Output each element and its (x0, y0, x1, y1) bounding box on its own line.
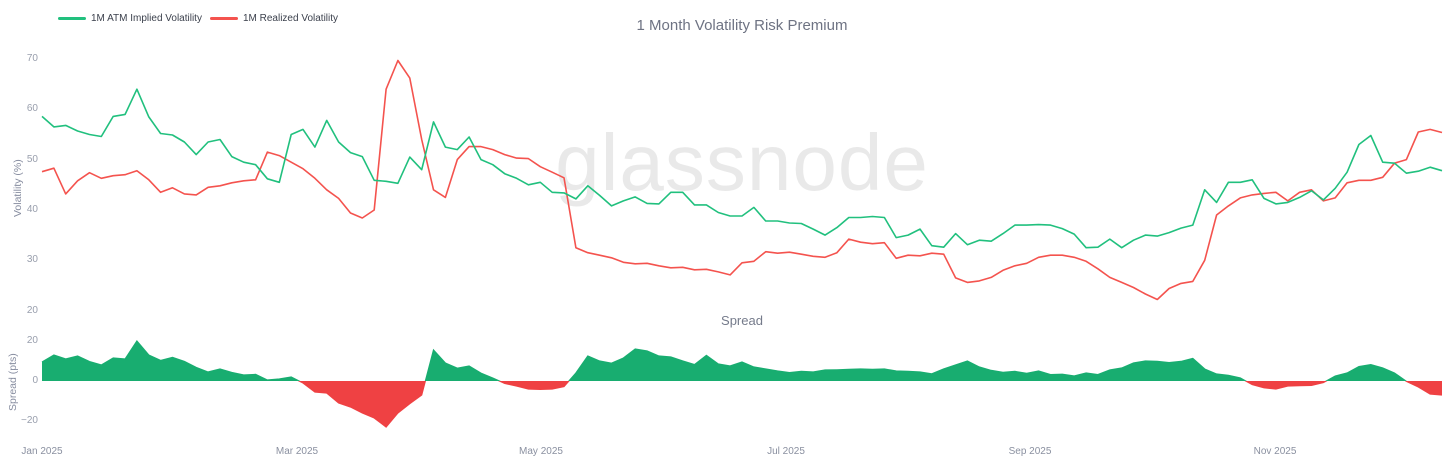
y-tick-70: 70 (26, 53, 38, 64)
realized-volatility-swatch-icon (209, 17, 238, 20)
realized-volatility-line (41, 59, 1443, 301)
x-tick-sep-2025: Sep 2025 (1008, 446, 1052, 457)
spread-edge-positive (41, 340, 1407, 381)
x-tick-nov-2025: Nov 2025 (1253, 446, 1297, 457)
implied-volatility-line (41, 88, 1443, 249)
y-tick-30: 30 (26, 254, 38, 265)
realized-volatility-legend-label: 1M Realized Volatility (242, 13, 339, 24)
x-tick-mar-2025: Mar 2025 (275, 446, 319, 457)
legend-item-realized-volatility[interactable]: 1M Realized Volatility (209, 13, 339, 24)
spread-tick-neg20: −20 (21, 415, 38, 426)
spread-area-positive (42, 341, 1442, 381)
spread-edge-negative (297, 381, 1443, 428)
x-tick-jan-2025: Jan 2025 (21, 446, 63, 457)
spread-panel-title: Spread (721, 313, 763, 328)
y-tick-20: 20 (26, 305, 38, 316)
chart-title: 1 Month Volatility Risk Premium (636, 17, 848, 34)
y-tick-60: 60 (26, 103, 38, 114)
spread-tick-0: 0 (32, 375, 38, 386)
y-tick-40: 40 (26, 204, 38, 215)
spread-tick-20: 20 (26, 335, 38, 346)
x-tick-jul-2025: Jul 2025 (767, 446, 805, 457)
spread-area-negative (42, 381, 1442, 427)
x-tick-may-2025: May 2025 (519, 446, 563, 457)
y-tick-50: 50 (26, 154, 38, 165)
implied-volatility-legend-label: 1M ATM Implied Volatility (91, 13, 202, 24)
legend: 1M ATM Implied Volatility 1M Realized Vo… (58, 13, 338, 24)
implied-volatility-swatch-icon (58, 17, 86, 20)
legend-item-implied-volatility[interactable]: 1M ATM Implied Volatility (58, 13, 202, 24)
glassnode-watermark: glassnode (555, 118, 929, 207)
